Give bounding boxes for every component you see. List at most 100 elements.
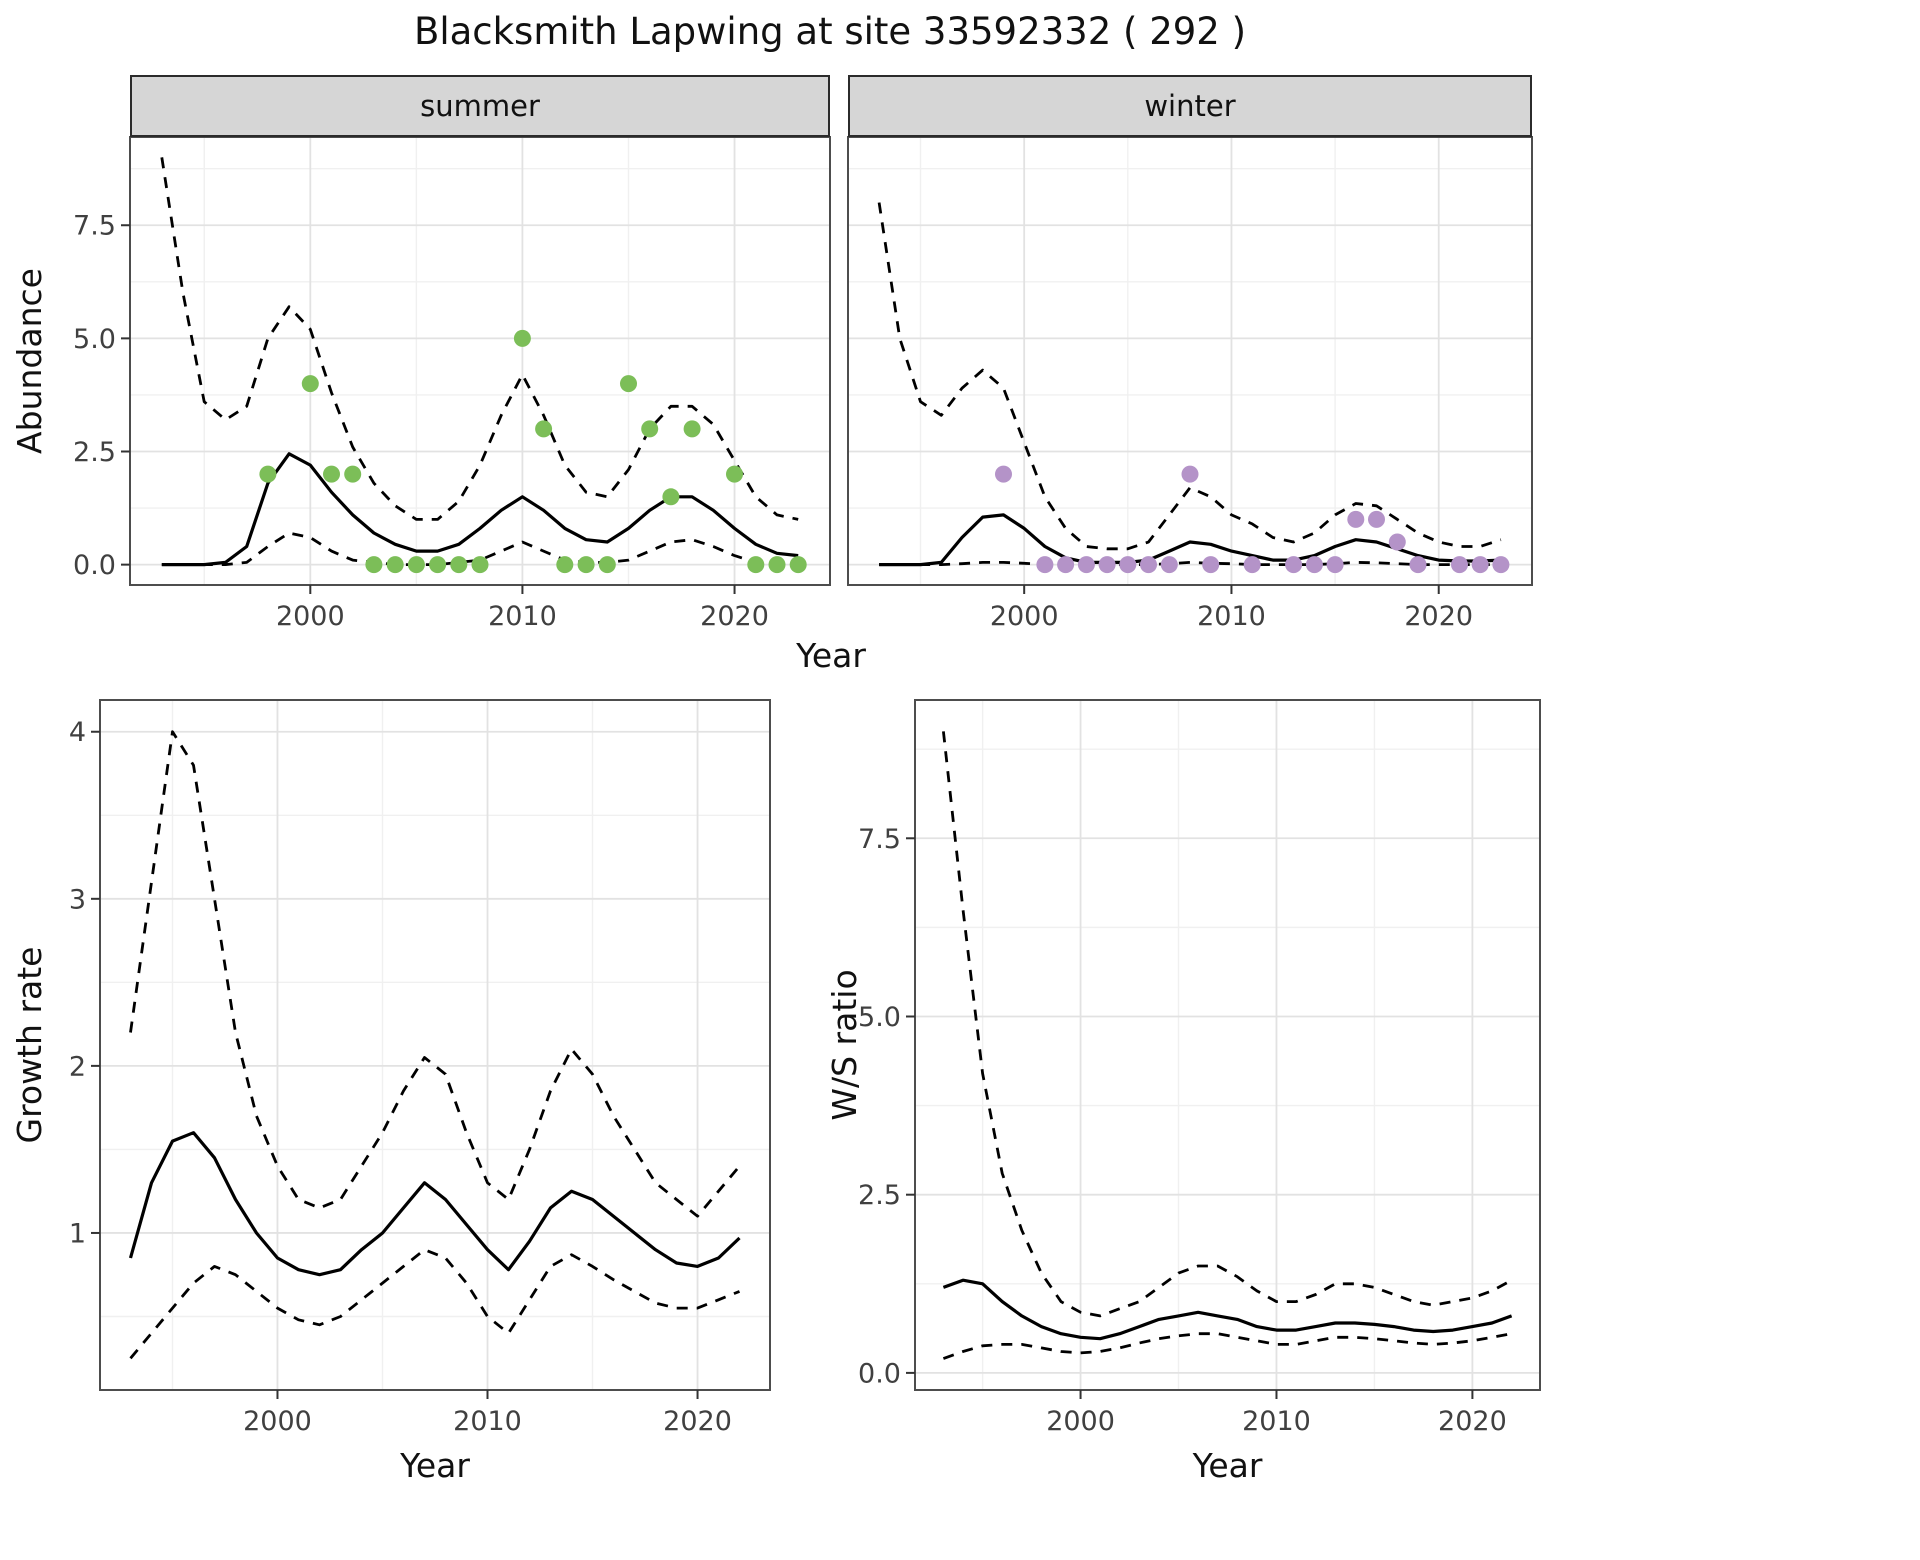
observation-point — [513, 329, 531, 347]
observation-point — [1243, 556, 1261, 574]
observation-point — [641, 420, 659, 438]
observation-point — [1409, 556, 1427, 574]
x-tick-label: 2000 — [1046, 1406, 1115, 1437]
observation-point — [535, 420, 553, 438]
panel-border — [99, 699, 771, 1391]
observation-point — [259, 465, 277, 483]
observation-point — [1181, 465, 1199, 483]
x-axis-title-year-ws: Year — [1192, 1446, 1263, 1485]
observation-point — [1368, 510, 1385, 528]
x-tick-label: 2010 — [1197, 601, 1266, 632]
x-tick-label: 2020 — [1438, 1406, 1507, 1437]
panel-background — [130, 137, 830, 585]
observation-point — [577, 556, 595, 574]
x-tick-label: 2010 — [1242, 1406, 1311, 1437]
observation-point — [407, 556, 425, 574]
panel-background — [848, 137, 1532, 585]
panel-summer-abundance: 2000 2010 2020 0.0 2.5 5.0 7.5 — [73, 136, 831, 632]
panel-border — [129, 136, 831, 586]
observation-point — [1326, 556, 1344, 574]
facet-strip-summer: summer — [130, 75, 830, 137]
observation-point — [365, 556, 383, 574]
observation-point — [1098, 556, 1116, 574]
y-tick-label: 7.5 — [858, 824, 901, 855]
y-tick-label: 0.0 — [858, 1358, 901, 1389]
series-upper-ci-line — [160, 157, 799, 521]
figure-title: Blacksmith Lapwing at site 33592332 ( 29… — [413, 10, 1247, 53]
panel-border — [914, 699, 1541, 1391]
observation-point — [1492, 556, 1510, 574]
winter-observations — [995, 465, 1510, 574]
observation-point — [1285, 556, 1303, 574]
observation-point — [301, 375, 319, 393]
observation-point — [1140, 556, 1157, 574]
observation-point — [323, 465, 340, 483]
series-lower-ci-line — [879, 561, 1501, 566]
observation-point — [1119, 556, 1137, 574]
series-median-line — [128, 1131, 741, 1277]
panel-background — [915, 700, 1540, 1390]
observation-point — [429, 556, 447, 574]
series-upper-ci-line — [942, 731, 1513, 1318]
y-tick-label: 2.5 — [73, 437, 116, 468]
x-tick-label: 2020 — [700, 601, 769, 632]
observation-point — [683, 420, 701, 438]
observation-point — [1057, 556, 1075, 574]
observation-point — [1036, 556, 1054, 574]
series-upper-ci-line — [129, 730, 741, 1218]
observation-point — [995, 465, 1012, 483]
observation-point — [1202, 556, 1220, 574]
y-tick-label: 1 — [69, 1218, 86, 1249]
observation-point — [386, 556, 404, 574]
observation-point — [471, 556, 489, 574]
observation-point — [662, 488, 680, 506]
x-tick-label: 2000 — [990, 601, 1059, 632]
observation-point — [747, 556, 765, 574]
series-lower-ci-line — [129, 1248, 741, 1360]
summer-observations — [259, 329, 807, 574]
y-tick-label: 3 — [69, 884, 86, 915]
observation-point — [1077, 556, 1095, 574]
series-median-line — [161, 452, 799, 567]
observation-point — [556, 556, 574, 574]
series-median-line — [942, 1278, 1513, 1341]
x-tick-label: 2020 — [663, 1406, 732, 1437]
x-tick-label: 2010 — [453, 1406, 522, 1437]
observation-point — [1471, 556, 1489, 574]
observation-point — [789, 556, 807, 574]
observation-point — [726, 465, 743, 483]
x-axis-title-year-growth: Year — [400, 1446, 470, 1485]
facet-label-winter: winter — [1144, 89, 1236, 123]
observation-point — [768, 556, 786, 574]
y-axis-title-ws-ratio: W/S ratio — [825, 969, 864, 1121]
observation-point — [1388, 533, 1406, 551]
y-tick-label: 2.5 — [858, 1180, 901, 1211]
y-tick-label: 5.0 — [858, 1002, 901, 1033]
panel-winter-abundance: 2000 2010 2020 — [847, 136, 1533, 632]
observation-point — [450, 556, 468, 574]
observation-point — [598, 556, 616, 574]
y-tick-label: 5.0 — [73, 324, 116, 355]
observation-point — [344, 465, 362, 483]
x-tick-label: 2020 — [1404, 601, 1473, 632]
observation-point — [620, 375, 637, 393]
y-tick-label: 2 — [69, 1051, 86, 1082]
panel-ws-ratio: 2000 2010 2020 0.0 2.5 5.0 7.5 — [858, 699, 1541, 1437]
y-axis-title-abundance: Abundance — [10, 268, 49, 454]
facet-label-summer: summer — [420, 89, 540, 123]
y-tick-label: 7.5 — [73, 211, 116, 242]
x-tick-label: 2000 — [276, 601, 345, 632]
y-tick-label: 0.0 — [73, 550, 116, 581]
observation-point — [1347, 510, 1365, 528]
facet-strip-winter: winter — [848, 75, 1532, 137]
y-tick-label: 4 — [69, 717, 86, 748]
panel-growth-rate: 2000 2010 2020 1 2 3 4 — [69, 699, 771, 1437]
panel-border — [847, 136, 1533, 586]
x-tick-label: 2010 — [488, 601, 557, 632]
series-lower-ci-line — [942, 1332, 1512, 1360]
x-axis-title-year-top: Year — [796, 636, 866, 675]
y-axis-title-growth-rate: Growth rate — [10, 946, 49, 1144]
series-upper-ci-line — [877, 202, 1502, 551]
x-tick-label: 2000 — [243, 1406, 312, 1437]
